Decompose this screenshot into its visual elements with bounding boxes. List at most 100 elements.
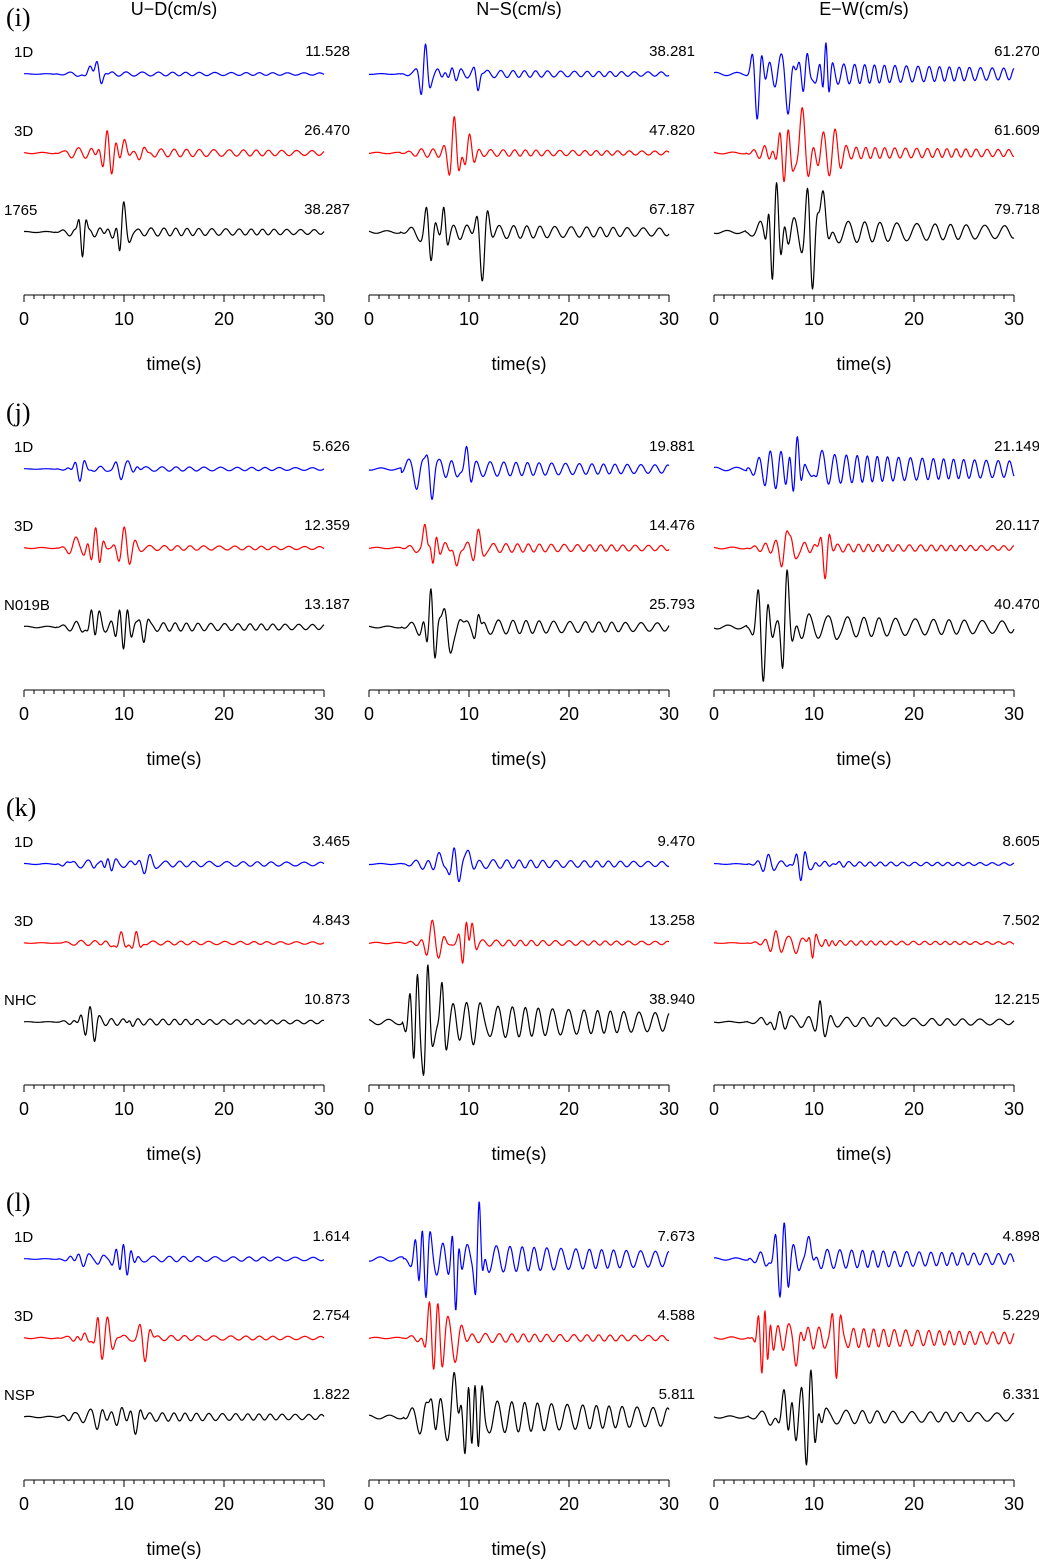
waveform-1D [23, 853, 325, 875]
tick-label: 20 [559, 1099, 579, 1119]
peak-value: 2.754 [312, 1307, 350, 1324]
peak-value: 3.465 [312, 833, 350, 850]
tick-label: 10 [459, 309, 479, 329]
tick-label: 30 [659, 704, 679, 724]
time-axis: 0 10 20 30 time(s) [19, 294, 334, 374]
peak-value: 47.820 [649, 122, 695, 139]
peak-value: 7.502 [1002, 912, 1039, 929]
x-axis-label: time(s) [147, 1144, 202, 1164]
tick-label: 10 [804, 1099, 824, 1119]
tick-label: 0 [364, 1099, 374, 1119]
tick-label: 30 [1004, 1494, 1024, 1514]
panel-NSP: (l) 1D 1.614 3D 2.754 NSP 1.822 0 10 20 30 time(s) 7… [4, 1188, 1039, 1559]
waveform-1D [713, 851, 1015, 882]
row-label: 3D [14, 913, 33, 930]
peak-value: 26.470 [304, 122, 350, 139]
row-label: NSP [4, 1387, 35, 1404]
tick-label: 0 [709, 309, 719, 329]
waveform-3D [368, 919, 670, 964]
x-axis-label: time(s) [492, 749, 547, 769]
row-label: 3D [14, 123, 33, 140]
row-label: 1D [14, 1229, 33, 1246]
x-axis-label: time(s) [492, 1539, 547, 1559]
time-axis: 0 10 20 30 time(s) [709, 1479, 1024, 1559]
tick-label: 10 [804, 1494, 824, 1514]
waveform-obs [368, 206, 670, 282]
tick-label: 30 [1004, 704, 1024, 724]
tick-label: 0 [364, 704, 374, 724]
tick-label: 30 [314, 309, 334, 329]
tick-label: 10 [459, 1099, 479, 1119]
tick-label: 20 [214, 704, 234, 724]
tick-label: 20 [214, 1494, 234, 1514]
row-label: 1D [14, 44, 33, 61]
tick-label: 20 [559, 1494, 579, 1514]
x-axis-label: time(s) [147, 1539, 202, 1559]
waveform-obs [713, 569, 1015, 682]
tick-label: 30 [1004, 1099, 1024, 1119]
peak-value: 20.117 [995, 517, 1039, 534]
tick-label: 30 [314, 1494, 334, 1514]
waveform-1D [368, 847, 670, 883]
peak-value: 8.605 [1002, 833, 1039, 850]
panel-label: (l) [6, 1188, 31, 1217]
peak-value: 61.270 [994, 43, 1039, 60]
peak-value: 5.811 [659, 1386, 695, 1403]
waveform-1D [368, 445, 670, 501]
waveform-3D [713, 1310, 1015, 1379]
time-axis: 0 10 20 30 time(s) [19, 1479, 334, 1559]
peak-value: 19.881 [649, 438, 695, 455]
tick-label: 10 [114, 309, 134, 329]
peak-value: 1.614 [312, 1228, 350, 1245]
tick-label: 30 [314, 704, 334, 724]
peak-value: 11.528 [305, 43, 350, 60]
tick-label: 10 [114, 1494, 134, 1514]
peak-value: 6.331 [1002, 1386, 1039, 1403]
panels: (i) 1D 11.528 3D 26.470 1765 38.287 0 10 20 30 time… [4, 3, 1039, 1559]
tick-label: 20 [904, 704, 924, 724]
panel-1765: (i) 1D 11.528 3D 26.470 1765 38.287 0 10 20 30 time… [4, 3, 1039, 374]
tick-label: 20 [904, 1099, 924, 1119]
waveform-3D [23, 930, 325, 949]
peak-value: 9.470 [657, 833, 695, 850]
waveform-obs [23, 1006, 325, 1043]
tick-label: 0 [364, 1494, 374, 1514]
waveform-1D [368, 43, 670, 96]
time-axis: 0 10 20 30 time(s) [364, 294, 679, 374]
waveform-1D [713, 42, 1015, 120]
peak-value: 4.843 [312, 912, 350, 929]
tick-label: 0 [709, 1494, 719, 1514]
header-ew: E−W(cm/s) [819, 0, 909, 19]
x-axis-label: time(s) [837, 1539, 892, 1559]
waveform-obs [23, 201, 325, 258]
tick-label: 30 [659, 1494, 679, 1514]
waveform-obs [368, 1372, 670, 1455]
tick-label: 0 [364, 309, 374, 329]
tick-label: 0 [19, 1494, 29, 1514]
tick-label: 10 [114, 1099, 134, 1119]
tick-label: 20 [214, 1099, 234, 1119]
tick-label: 10 [804, 309, 824, 329]
peak-value: 38.940 [649, 991, 695, 1008]
waveform-1D [23, 460, 325, 482]
row-label: 3D [14, 1308, 33, 1325]
x-axis-label: time(s) [147, 749, 202, 769]
peak-value: 67.187 [649, 201, 695, 218]
x-axis-label: time(s) [492, 1144, 547, 1164]
header-ud: U−D(cm/s) [131, 0, 218, 19]
tick-label: 30 [1004, 309, 1024, 329]
peak-value: 5.229 [1002, 1307, 1039, 1324]
peak-value: 12.215 [994, 991, 1039, 1008]
panel-label: (i) [6, 3, 31, 32]
tick-label: 20 [559, 309, 579, 329]
waveform-3D [23, 1316, 325, 1363]
waveform-1D [713, 1222, 1015, 1298]
peak-value: 40.470 [994, 596, 1039, 613]
time-axis: 0 10 20 30 time(s) [19, 689, 334, 769]
time-axis: 0 10 20 30 time(s) [709, 294, 1024, 374]
waveform-obs [713, 182, 1015, 290]
peak-value: 21.149 [994, 438, 1039, 455]
waveform-obs [368, 964, 670, 1076]
waveform-1D [368, 1201, 670, 1311]
peak-value: 14.476 [649, 517, 695, 534]
